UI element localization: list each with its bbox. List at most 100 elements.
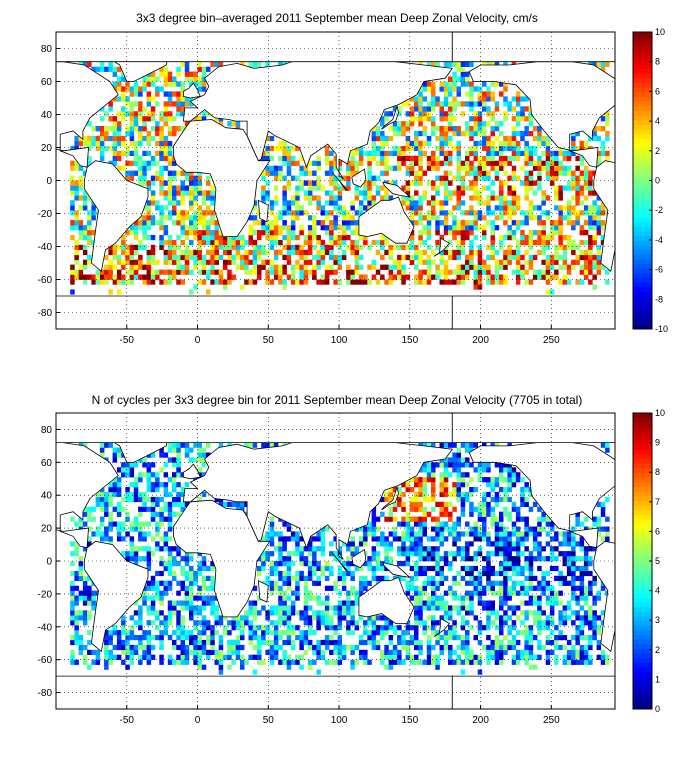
- data-bin: [307, 541, 313, 547]
- data-bin: [159, 220, 164, 226]
- data-bin: [486, 556, 491, 562]
- data-bin: [414, 639, 419, 646]
- data-bin: [346, 541, 351, 547]
- data-bin: [273, 145, 279, 152]
- data-bin: [435, 630, 440, 636]
- data-bin: [490, 91, 495, 97]
- data-bin: [443, 86, 449, 92]
- data-bin: [549, 175, 555, 181]
- data-bin: [193, 264, 198, 270]
- data-bin: [240, 284, 245, 290]
- data-bin: [265, 150, 270, 156]
- data-bin: [167, 254, 173, 261]
- data-bin: [265, 575, 270, 581]
- data-bin: [477, 165, 483, 171]
- data-bin: [443, 61, 449, 67]
- data-bin: [87, 230, 92, 236]
- data-bin: [116, 81, 122, 87]
- data-bin: [375, 269, 381, 275]
- data-bin: [465, 605, 470, 611]
- data-bin: [448, 269, 453, 275]
- data-bin: [490, 639, 495, 646]
- data-bin: [261, 625, 266, 631]
- data-bin: [439, 111, 444, 117]
- data-bin: [494, 101, 500, 107]
- data-bin: [384, 195, 389, 201]
- data-bin: [473, 284, 478, 290]
- data-bin: [575, 521, 580, 527]
- data-bin: [95, 126, 101, 132]
- data-bin: [554, 536, 559, 542]
- data-bin: [549, 160, 555, 166]
- data-bin: [579, 615, 585, 621]
- colorbar-step: [633, 148, 652, 154]
- data-bin: [605, 111, 610, 117]
- data-bin: [116, 467, 122, 473]
- colorbar-step: [633, 120, 652, 126]
- data-bin: [70, 610, 75, 616]
- data-bin: [146, 91, 152, 97]
- data-bin: [392, 244, 398, 250]
- data-bin: [146, 165, 152, 171]
- data-bin: [600, 116, 606, 122]
- data-bin: [108, 61, 113, 67]
- colorbar-step: [633, 324, 652, 330]
- data-bin: [422, 269, 427, 275]
- data-bin: [265, 155, 270, 162]
- data-bin: [456, 264, 461, 270]
- data-bin: [337, 659, 343, 665]
- data-bin: [405, 585, 411, 591]
- data-bin: [532, 190, 538, 196]
- data-bin: [439, 506, 444, 512]
- data-bin: [155, 511, 160, 517]
- data-bin: [460, 625, 466, 631]
- data-bin: [316, 654, 321, 660]
- data-bin: [401, 274, 406, 280]
- data-bin: [499, 145, 504, 152]
- coastline: [257, 199, 269, 223]
- data-bin: [218, 239, 224, 246]
- data-bin: [511, 190, 517, 196]
- data-bin: [409, 546, 415, 552]
- data-bin: [184, 225, 190, 231]
- data-bin: [252, 644, 258, 651]
- data-bin: [346, 620, 351, 626]
- data-bin: [70, 654, 75, 660]
- data-bin: [532, 620, 538, 626]
- data-bin: [473, 170, 478, 176]
- data-bin: [333, 220, 338, 226]
- data-bin: [414, 546, 419, 552]
- data-bin: [520, 220, 525, 226]
- data-bin: [507, 630, 512, 636]
- data-bin: [329, 180, 334, 186]
- data-bin: [176, 467, 181, 473]
- data-bin: [176, 220, 181, 226]
- data-bin: [244, 659, 249, 665]
- coastline: [56, 61, 119, 168]
- data-bin: [282, 620, 287, 626]
- data-bin: [431, 536, 436, 542]
- data-bin: [443, 279, 449, 285]
- data-bin: [426, 135, 432, 142]
- data-bin: [482, 467, 487, 473]
- data-bin: [384, 239, 389, 246]
- data-bin: [384, 279, 389, 285]
- data-bin: [486, 506, 491, 512]
- data-bin: [201, 556, 207, 562]
- data-bin: [507, 551, 512, 557]
- data-bin: [592, 625, 597, 631]
- data-bin: [129, 496, 135, 503]
- data-bin: [138, 131, 143, 137]
- data-bin: [600, 654, 606, 660]
- data-bin: [549, 259, 555, 265]
- data-bin: [146, 185, 152, 191]
- data-bin: [197, 649, 202, 655]
- data-bin: [150, 551, 156, 557]
- data-bin: [571, 556, 576, 562]
- data-bin: [460, 575, 466, 581]
- data-bin: [286, 249, 292, 256]
- data-bin: [460, 81, 466, 87]
- data-bin: [133, 225, 139, 231]
- data-bin: [176, 580, 181, 586]
- data-bin: [116, 254, 122, 261]
